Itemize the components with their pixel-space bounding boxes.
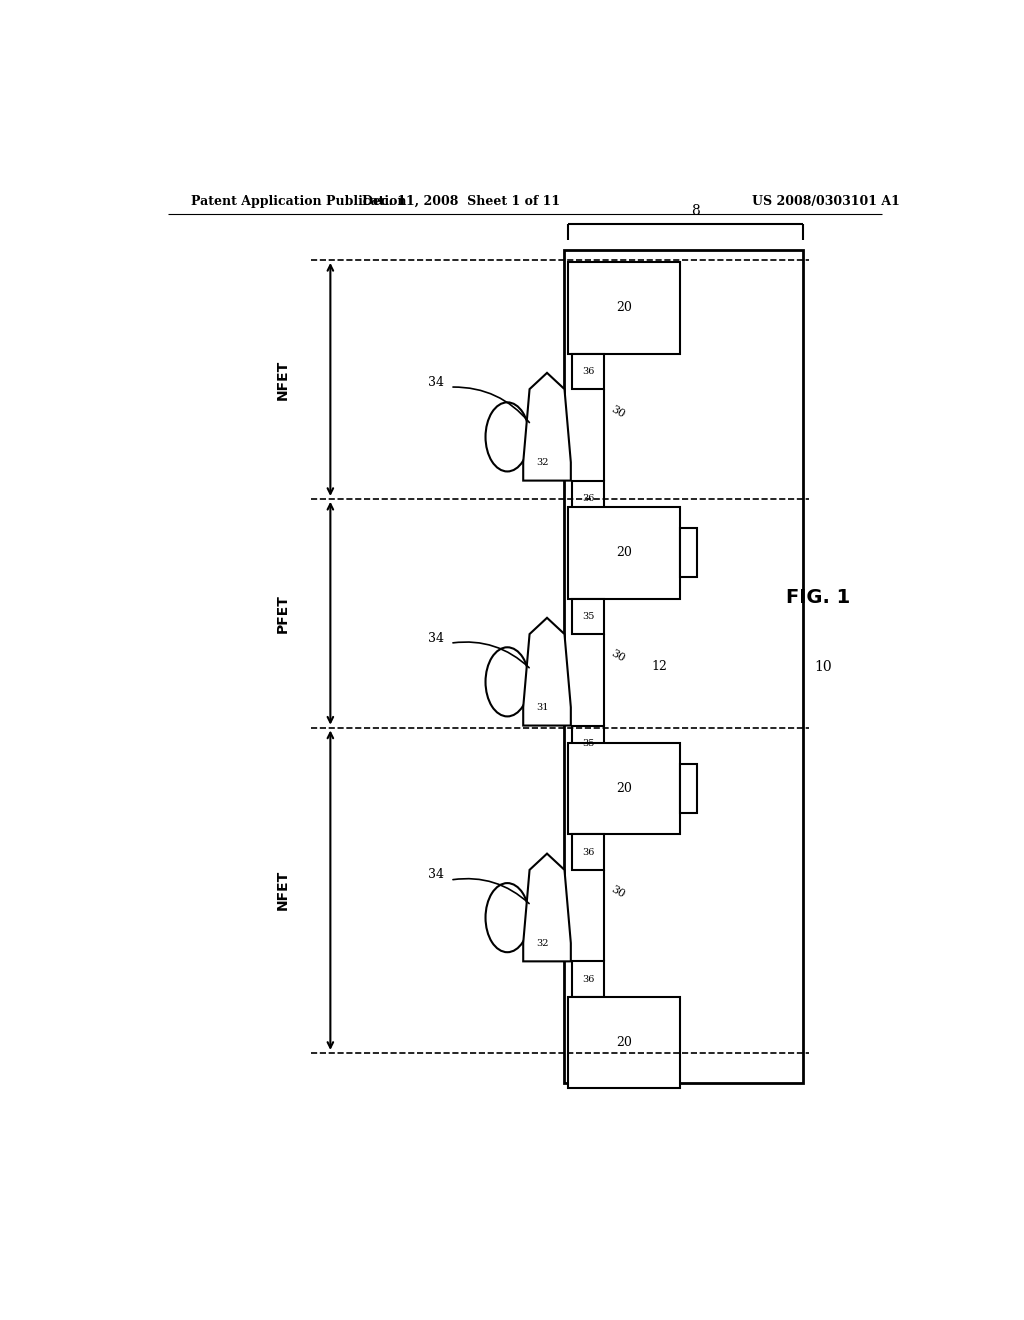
Text: 20: 20	[616, 1036, 632, 1049]
FancyBboxPatch shape	[572, 480, 604, 516]
Text: 34: 34	[428, 632, 444, 644]
Text: 36: 36	[582, 494, 595, 503]
Text: NFET: NFET	[275, 870, 290, 911]
FancyBboxPatch shape	[572, 961, 604, 997]
Text: 31: 31	[536, 702, 549, 711]
Polygon shape	[523, 618, 570, 726]
Text: 30: 30	[609, 648, 627, 664]
Text: 32: 32	[536, 458, 549, 467]
Text: 34: 34	[428, 869, 444, 882]
FancyBboxPatch shape	[572, 726, 604, 762]
Ellipse shape	[485, 403, 529, 471]
FancyBboxPatch shape	[572, 354, 604, 389]
Text: 36: 36	[582, 847, 595, 857]
FancyBboxPatch shape	[564, 249, 803, 1084]
Text: 8: 8	[690, 205, 699, 218]
Text: 20: 20	[616, 546, 632, 560]
Text: FIG. 1: FIG. 1	[786, 587, 851, 607]
Text: 36: 36	[582, 974, 595, 983]
FancyBboxPatch shape	[680, 764, 697, 813]
Text: 36: 36	[582, 367, 595, 376]
Text: 30: 30	[609, 404, 627, 420]
FancyBboxPatch shape	[568, 507, 680, 598]
Text: 10: 10	[814, 660, 833, 673]
Text: NFET: NFET	[275, 360, 290, 400]
Text: Dec. 11, 2008  Sheet 1 of 11: Dec. 11, 2008 Sheet 1 of 11	[362, 194, 560, 207]
Text: 30: 30	[609, 884, 627, 900]
Polygon shape	[523, 854, 570, 961]
FancyBboxPatch shape	[680, 528, 697, 577]
Ellipse shape	[485, 883, 529, 952]
Text: 35: 35	[582, 611, 595, 620]
Polygon shape	[523, 372, 570, 480]
Text: 34: 34	[428, 375, 444, 388]
Text: US 2008/0303101 A1: US 2008/0303101 A1	[753, 194, 900, 207]
Text: 20: 20	[616, 781, 632, 795]
FancyBboxPatch shape	[568, 997, 680, 1089]
Text: 32: 32	[536, 939, 549, 948]
Text: PFET: PFET	[275, 594, 290, 634]
Ellipse shape	[485, 647, 529, 717]
FancyBboxPatch shape	[572, 598, 604, 634]
Text: 12: 12	[651, 660, 668, 673]
FancyBboxPatch shape	[568, 743, 680, 834]
Text: 35: 35	[582, 739, 595, 748]
Text: Patent Application Publication: Patent Application Publication	[191, 194, 407, 207]
Text: 20: 20	[616, 301, 632, 314]
FancyBboxPatch shape	[568, 263, 680, 354]
FancyBboxPatch shape	[572, 834, 604, 870]
